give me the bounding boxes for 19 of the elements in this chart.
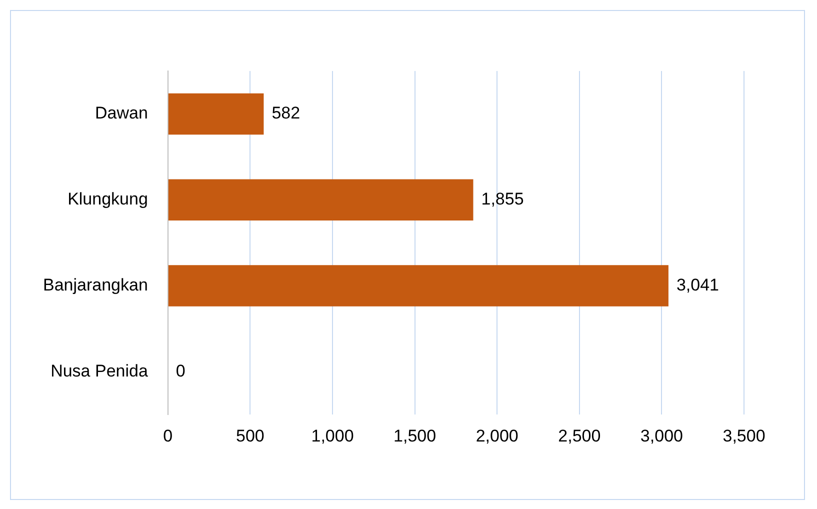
data-label: 3,041: [676, 275, 719, 294]
y-tick-label: Nusa Penida: [50, 361, 148, 380]
bar: [168, 93, 264, 135]
data-label: 1,855: [481, 190, 524, 209]
y-tick-label: Klungkung: [68, 190, 148, 209]
data-label: 0: [176, 361, 186, 380]
x-tick-label: 3,500: [722, 426, 766, 446]
data-label: 582: [272, 104, 300, 123]
bar: [168, 179, 474, 220]
y-tick-label: Banjarangkan: [42, 275, 148, 294]
x-tick-label: 2,000: [476, 426, 518, 446]
bar: [168, 265, 668, 306]
x-tick-label: 500: [236, 426, 264, 446]
x-tick-label: 1,000: [311, 426, 354, 446]
x-tick-label: 2,500: [558, 426, 601, 446]
y-tick-label: Dawan: [94, 104, 148, 123]
x-tick-label: 1,500: [394, 426, 436, 446]
x-tick-label: 3,000: [640, 426, 683, 446]
x-tick-label: 0: [163, 426, 173, 446]
